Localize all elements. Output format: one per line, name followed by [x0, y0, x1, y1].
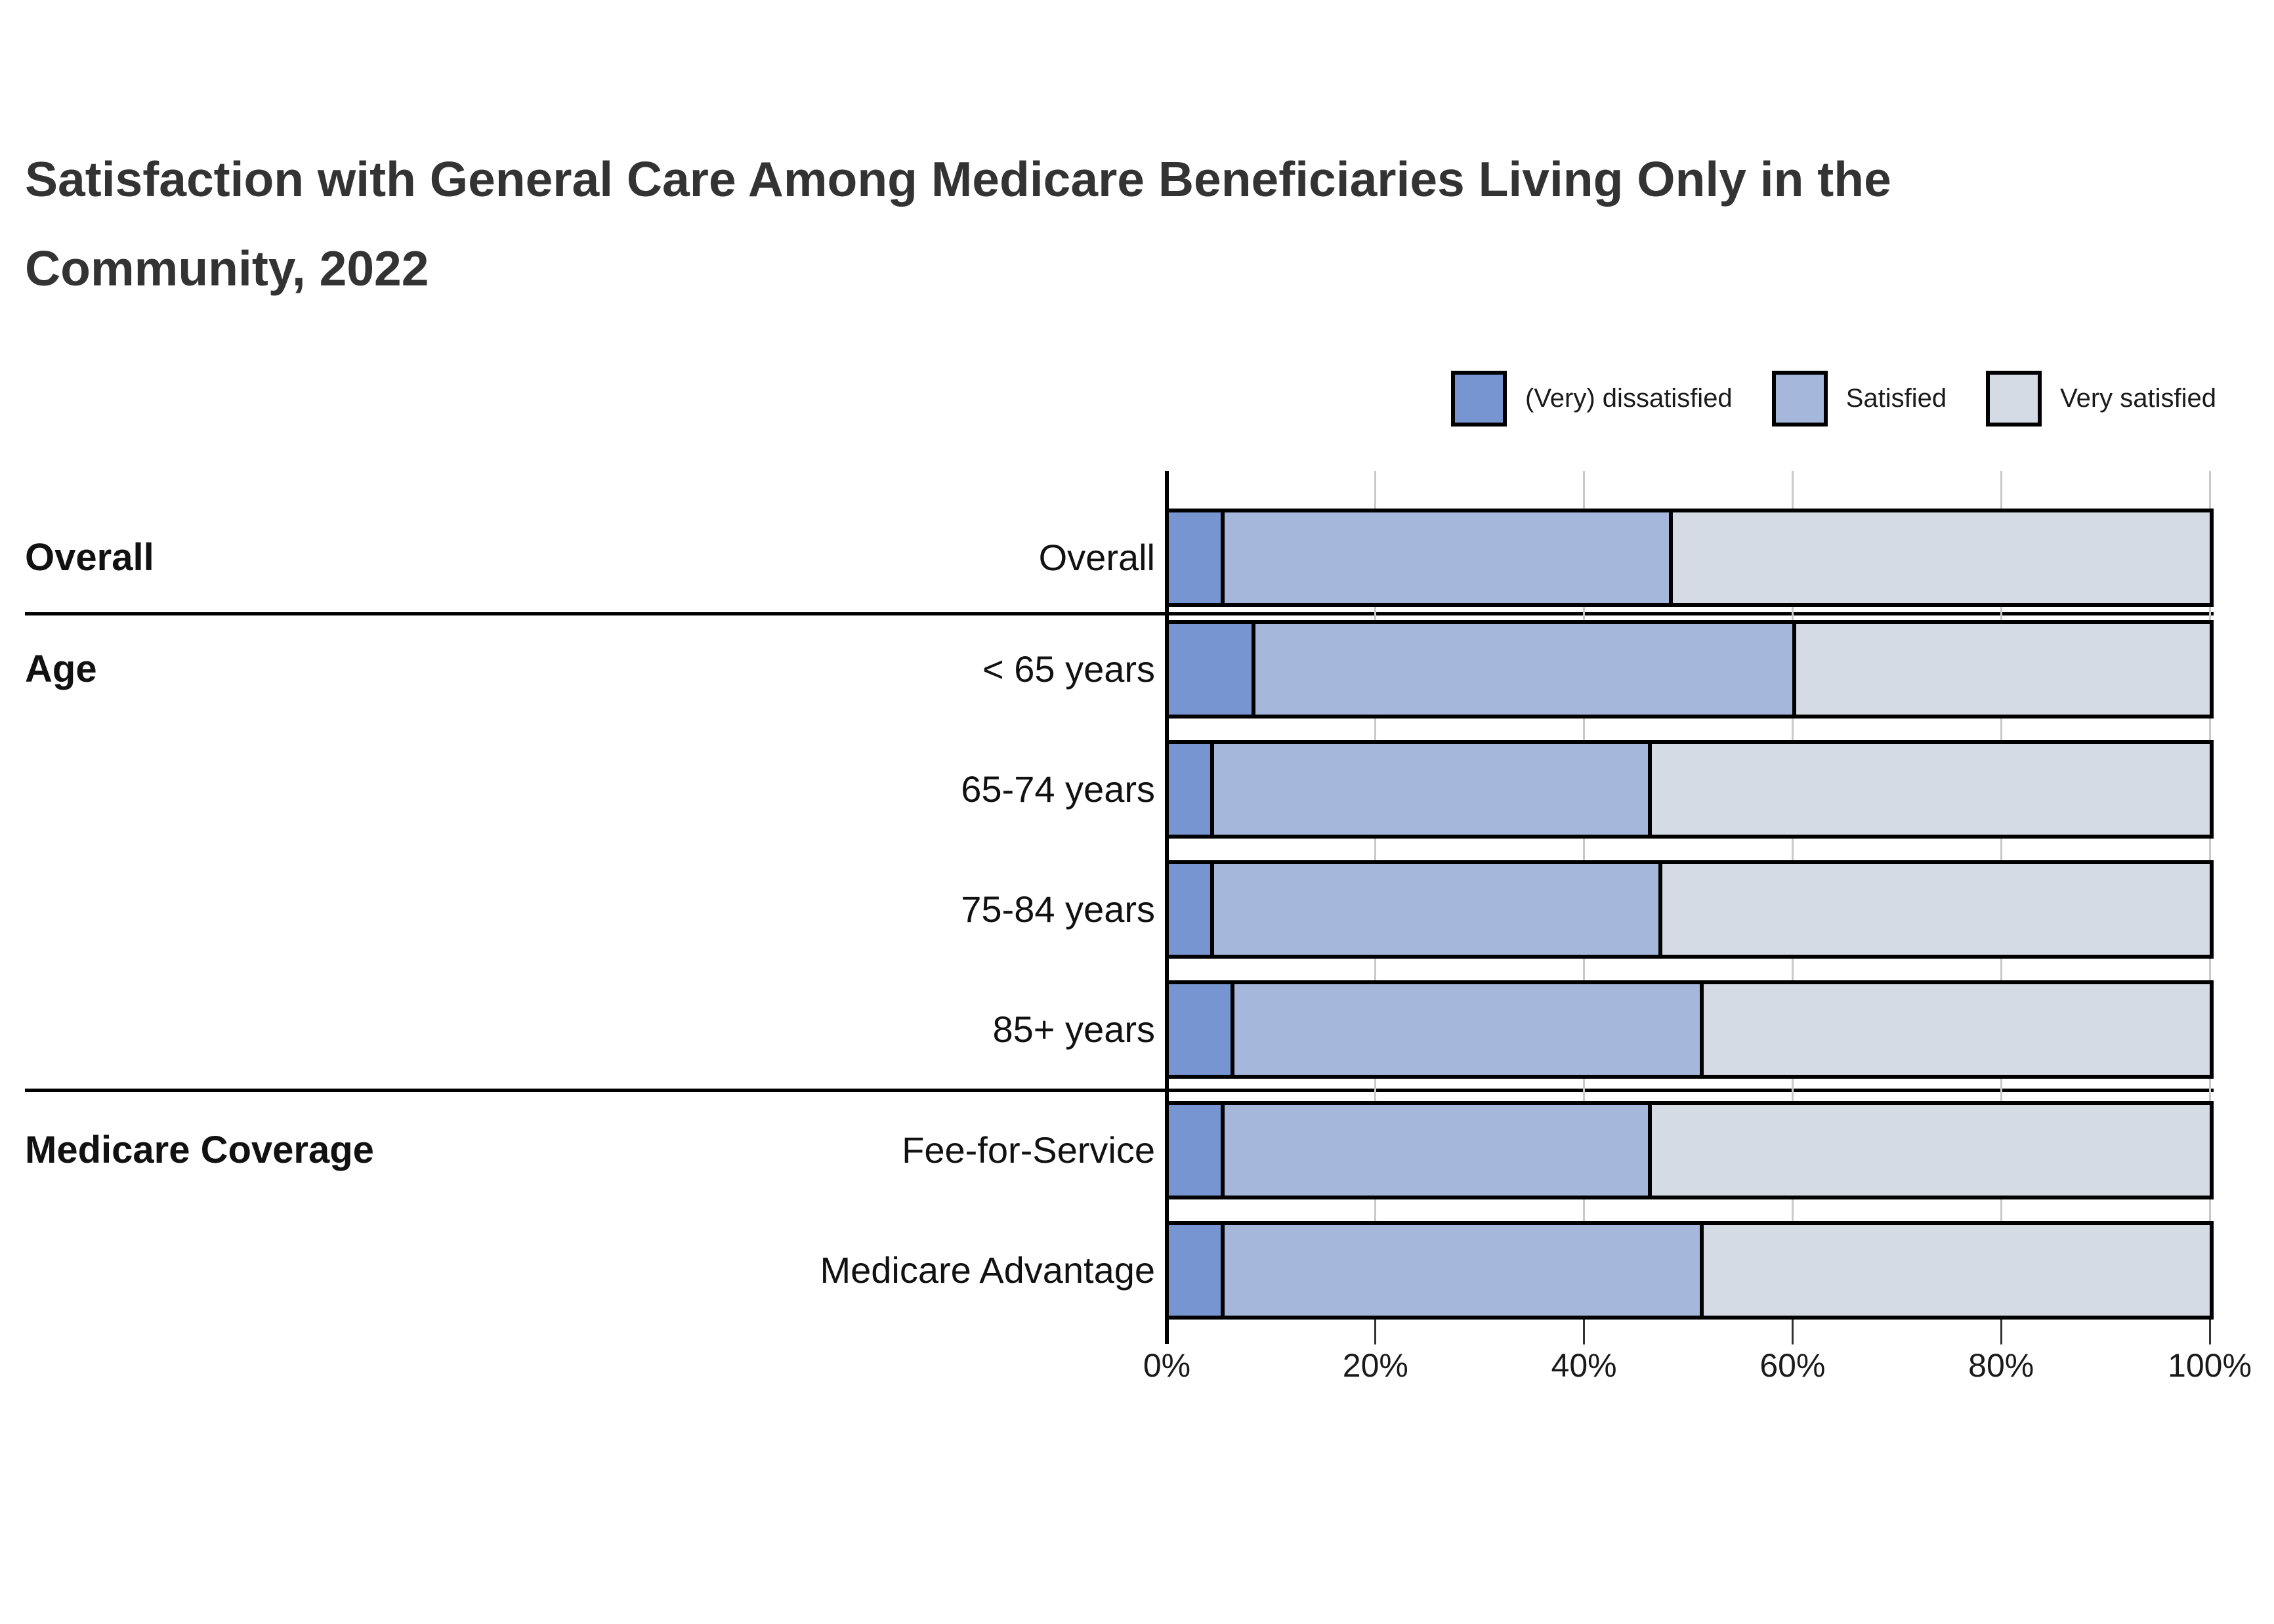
- legend-label: Very satisfied: [2060, 384, 2216, 413]
- row-label-75-84-years: 75-84 years: [961, 888, 1155, 930]
- bar-segment-satisfied: [1251, 624, 1793, 715]
- bar-segment-satisfied: [1210, 864, 1658, 955]
- bar-segment-very-dissatisfied: [1169, 864, 1210, 955]
- bar-segment-very-satisfied: [1668, 512, 2210, 603]
- bar-medicare-advantage: [1165, 1221, 2214, 1320]
- bar-segment-very-dissatisfied: [1169, 1105, 1221, 1196]
- bar-segment-satisfied: [1220, 1105, 1649, 1196]
- bar-segment-very-satisfied: [1792, 624, 2210, 715]
- bar-segment-very-dissatisfied: [1169, 512, 1221, 603]
- x-axis-tick: [1374, 1320, 1377, 1344]
- row-label-85-years: 85+ years: [992, 1009, 1156, 1050]
- bar-segment-very-dissatisfied: [1169, 1225, 1221, 1316]
- bar-fee-for-service: [1165, 1101, 2214, 1199]
- legend-label: Satisfied: [1845, 384, 1947, 413]
- row-label-fee-for-service: Fee-for-Service: [902, 1129, 1155, 1171]
- bar-85-years: [1165, 980, 2214, 1079]
- x-axis-tick: [1583, 1320, 1586, 1344]
- bar-segment-very-dissatisfied: [1169, 984, 1231, 1075]
- legend: (Very) dissatisfied Satisfied Very satis…: [1451, 371, 2216, 427]
- legend-item-very-satisfied: Very satisfied: [1986, 371, 2216, 427]
- bar-segment-very-satisfied: [1648, 1105, 2210, 1196]
- row-label-overall: Overall: [1038, 537, 1155, 578]
- bar-75-84-years: [1165, 860, 2214, 959]
- bar-segment-very-dissatisfied: [1169, 744, 1210, 835]
- row-label-medicare-advantage: Medicare Advantage: [820, 1249, 1155, 1291]
- bar-segment-very-dissatisfied: [1169, 624, 1252, 715]
- bar-segment-very-satisfied: [1699, 984, 2210, 1075]
- x-axis-tick-label: 0%: [1143, 1347, 1191, 1384]
- group-label-age: Age: [25, 648, 97, 690]
- bar-segment-satisfied: [1231, 984, 1700, 1075]
- legend-item-satisfied: Satisfied: [1771, 371, 1947, 427]
- bar-segment-very-satisfied: [1658, 864, 2210, 955]
- x-axis-tick: [2000, 1320, 2002, 1344]
- bar-segment-very-satisfied: [1648, 744, 2210, 835]
- x-axis-tick: [1791, 1320, 1794, 1344]
- x-axis-tick-label: 100%: [2168, 1347, 2252, 1384]
- x-axis-tick-label: 60%: [1759, 1347, 1826, 1384]
- legend-item-dissatisfied: (Very) dissatisfied: [1451, 371, 1733, 427]
- group-divider: [25, 1089, 2214, 1092]
- bar-segment-satisfied: [1210, 744, 1649, 835]
- chart-title-line2: Community, 2022: [25, 241, 429, 296]
- chart-title: Satisfaction with General Care Among Med…: [25, 135, 2243, 313]
- legend-swatch-satisfied: [1771, 371, 1828, 427]
- group-label-medicare-coverage: Medicare Coverage: [25, 1129, 374, 1171]
- legend-label: (Very) dissatisfied: [1525, 384, 1733, 413]
- bar-65-years: [1165, 620, 2214, 718]
- row-label-65-74-years: 65-74 years: [961, 768, 1155, 810]
- bar-overall: [1165, 509, 2214, 607]
- legend-swatch-dissatisfied: [1451, 371, 1507, 427]
- row-label-65-years: < 65 years: [982, 648, 1155, 690]
- legend-swatch-very-satisfied: [1986, 371, 2042, 427]
- x-axis-tick: [2208, 1320, 2211, 1344]
- group-label-overall: Overall: [25, 536, 154, 579]
- x-axis-tick-label: 20%: [1342, 1347, 1408, 1384]
- chart-title-line1: Satisfaction with General Care Among Med…: [25, 152, 1891, 207]
- bar-segment-satisfied: [1220, 512, 1669, 603]
- x-axis-tick-label: 40%: [1551, 1347, 1617, 1384]
- bar-segment-satisfied: [1220, 1225, 1700, 1316]
- x-axis-tick-label: 80%: [1968, 1347, 2034, 1384]
- bar-65-74-years: [1165, 740, 2214, 839]
- bar-segment-very-satisfied: [1699, 1225, 2210, 1316]
- group-divider: [25, 612, 2214, 615]
